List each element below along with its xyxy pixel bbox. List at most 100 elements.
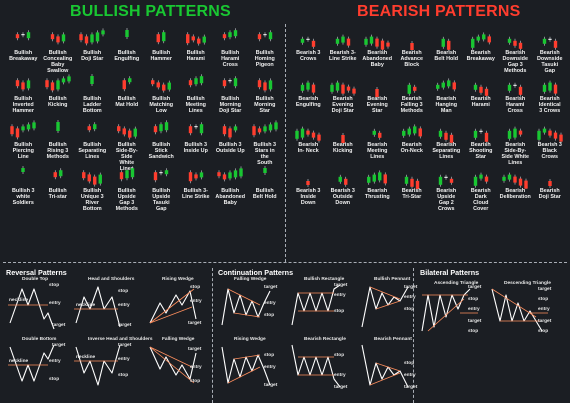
chart-pattern-graphic: [149, 346, 197, 384]
bullish-pattern-card: Bullish Upside Gap 3 Methods: [110, 163, 145, 212]
pattern-label: Bullish Upside Tasuki Gap: [142, 188, 181, 213]
pattern-label-line: Tasuki: [152, 199, 170, 206]
pattern-label-line: Star: [475, 153, 487, 160]
candlestick-icon: [473, 172, 488, 188]
pattern-label-line: Breakaway: [466, 55, 495, 62]
candle-body: [251, 126, 256, 136]
candlestick-icon: [15, 78, 31, 92]
pattern-label-line: Methods: [115, 205, 138, 212]
pattern-label-line: Bullish: [255, 96, 274, 102]
level-line: [491, 288, 537, 318]
level-line: [233, 312, 261, 318]
pattern-label-line: Bullish: [152, 96, 171, 102]
candlestick-icon: [536, 126, 563, 143]
pattern-label-line: Down: [335, 199, 351, 206]
bullish-pattern-card: Bullish Rising 3 Methods: [41, 117, 76, 163]
level-line: [149, 346, 193, 368]
candlestick-icon: [222, 124, 238, 140]
stop-label: stop: [118, 373, 129, 378]
bearish-pattern-card: Bearish Falling 3 Methods: [395, 71, 430, 117]
candlestick-icon: [300, 36, 316, 49]
pattern-label-line: Hammer: [150, 55, 173, 62]
pattern-label-line: Kicking: [333, 147, 353, 154]
candle-body: [50, 34, 54, 40]
bearish-pattern-card: Bearish Upside Gap 2 Crows: [429, 163, 464, 212]
pattern-label-line: Advance: [400, 55, 423, 62]
pattern-label-line: Baby: [370, 61, 384, 68]
candlestick-icon: [542, 36, 557, 50]
pattern-label-line: Harami: [186, 55, 205, 62]
pattern-label-line: Bearish: [401, 96, 422, 102]
bearish-pattern-card: Bearish 3 Outside Down: [326, 163, 361, 209]
price-path: [149, 346, 197, 380]
candle-body: [87, 126, 91, 131]
bullish-pattern-card: Bullish Abandoned Baby: [213, 163, 248, 209]
target-label: target: [404, 285, 418, 290]
price-path: [491, 288, 543, 332]
pattern-label-line: Bullish: [117, 142, 136, 148]
pattern-label-line: Bearish: [436, 96, 457, 102]
candlestick-icon: [404, 174, 419, 189]
candle-body: [295, 130, 299, 139]
candlestick-icon: [542, 80, 557, 96]
bearish-pattern-card: Bearish Evening Doji Star: [326, 71, 361, 117]
pattern-label-line: Bearish: [436, 50, 457, 56]
price-path: [221, 346, 271, 386]
section-divider-1: [212, 268, 213, 403]
candlestick-icon: [122, 76, 131, 92]
candle-body: [159, 172, 163, 174]
candlestick-icon: [502, 172, 528, 189]
pattern-label-line: Bullish 3: [184, 142, 207, 148]
candlestick-icon: [217, 166, 243, 182]
candle-body: [502, 176, 506, 181]
level-line: [227, 366, 261, 384]
pattern-label: Bullish 3- Line Strike: [177, 188, 216, 201]
pattern-label-line: Crows: [300, 55, 317, 62]
candle-body: [82, 172, 86, 179]
candle-body: [383, 174, 387, 184]
candle-body: [542, 128, 546, 133]
pattern-label: Bearish Harami Cross: [496, 96, 535, 115]
candle-body: [513, 176, 517, 183]
candle-body: [375, 38, 379, 47]
price-path: [75, 344, 121, 386]
candle-body: [351, 88, 356, 94]
candle-body: [340, 84, 345, 94]
stop-label: stop: [334, 353, 345, 358]
pattern-label: Bearish Doji Star: [531, 188, 570, 201]
candle-body: [478, 174, 483, 179]
candle-body: [444, 132, 448, 140]
bearish-pattern-card: Bearish 3 Black Crows: [533, 117, 568, 163]
candle-body: [159, 124, 163, 132]
pattern-label-line: Line Strike: [328, 55, 357, 62]
candlestick-icon: [306, 179, 310, 187]
stop-label: stop: [468, 297, 479, 302]
pattern-label-line: Bullish: [186, 96, 205, 102]
candlestick-icon: [10, 120, 36, 140]
bullish-pattern-card: Bullish Kicking: [41, 71, 76, 117]
price-path: [421, 288, 471, 332]
target-label: target: [334, 385, 348, 390]
pattern-label: Bullish Stick Sandwich: [142, 142, 181, 161]
continuation-patterns-heading: Continuation Patterns: [218, 268, 294, 277]
pattern-label-line: White: [119, 159, 135, 166]
pattern-label-line: Line Strike: [181, 193, 210, 200]
pattern-label-line: Hammer: [12, 107, 35, 114]
candle-body: [268, 32, 272, 40]
candle-body: [346, 38, 350, 46]
pattern-label: Bearish 3 Outside Down: [324, 188, 363, 207]
pattern-label-line: Man: [440, 107, 452, 114]
bearish-pattern-card: Bearish Harami Cross: [498, 71, 533, 117]
candle-body: [193, 126, 198, 128]
target-label: target: [52, 343, 66, 348]
pattern-label: Bearish Hanging Man: [427, 96, 466, 115]
pattern-label-line: Bullish: [14, 142, 33, 148]
candlestick-icon: [153, 120, 169, 135]
target-label: target: [188, 321, 202, 326]
candle-body: [547, 181, 552, 186]
candle-body: [228, 80, 232, 82]
bearish-pattern-card: Bearish Abandoned Baby: [360, 25, 395, 71]
chart-pattern-graphic: [291, 284, 341, 326]
candlestick-icon: [438, 128, 454, 143]
pattern-label-line: Abandoned: [362, 55, 393, 62]
